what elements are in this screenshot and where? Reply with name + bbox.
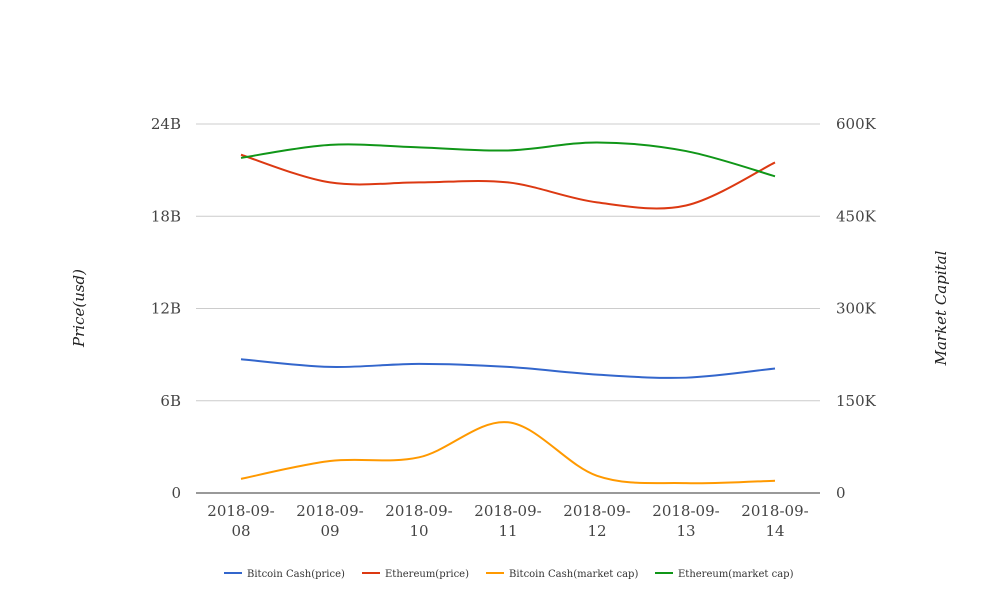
- series-line-bitcoin-cash-market-cap: [240, 421, 776, 485]
- y-right-tick-label: 150K: [836, 392, 877, 410]
- y-left-tick-label: 18B: [151, 207, 181, 225]
- x-tick-label: 2018-09-09: [296, 502, 363, 540]
- y-left-tick-label: 24B: [151, 115, 181, 133]
- y-right-tick-label: 0: [836, 484, 846, 502]
- legend-label: Bitcoin Cash(price): [247, 569, 345, 580]
- y-right-tick-label: 300K: [836, 300, 877, 318]
- legend-label: Ethereum(market cap): [678, 569, 794, 580]
- gridlines: [196, 123, 820, 494]
- legend: Bitcoin Cash(price) Ethereum(price) Bitcoi…: [224, 569, 794, 580]
- x-tick-label: 2018-09-10: [385, 502, 452, 540]
- y-left-tick-label: 0: [171, 484, 181, 502]
- series-line-ethereum-price: [240, 153, 776, 210]
- legend-label: Bitcoin Cash(market cap): [509, 569, 638, 580]
- y-right-tick-label: 600K: [836, 115, 877, 133]
- y-left-tick-label: 6B: [160, 392, 181, 410]
- x-tick-label: 2018-09-13: [652, 502, 719, 540]
- y-right-axis-title: Market Capital: [932, 250, 950, 366]
- series-lines: [240, 141, 776, 485]
- x-tick-label: 2018-09-11: [474, 502, 541, 540]
- legend-label: Ethereum(price): [385, 569, 469, 580]
- series-line-ethereum-market-cap: [240, 141, 776, 178]
- y-right-tick-label: 450K: [836, 207, 877, 225]
- series-line-bitcoin-cash-price: [240, 358, 776, 379]
- axis-ticks: 0 6B 12B 18B 24B 0 150K 300K 450K 600K 2018-09-08 2…: [151, 115, 877, 540]
- y-left-tick-label: 12B: [151, 300, 181, 318]
- x-tick-label: 2018-09-14: [741, 502, 808, 540]
- x-tick-label: 2018-09-12: [563, 502, 630, 540]
- x-tick-label: 2018-09-08: [207, 502, 274, 540]
- y-left-axis-title: Price(usd): [70, 269, 88, 348]
